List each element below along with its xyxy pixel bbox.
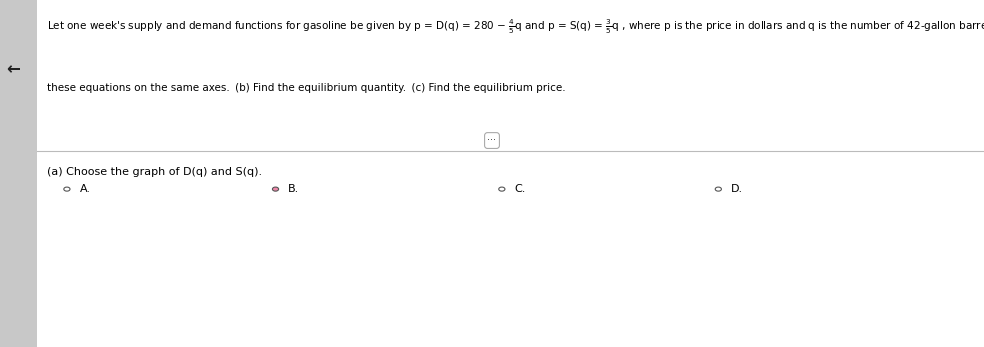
Text: ←: ← (6, 60, 20, 78)
Text: 400: 400 (274, 197, 287, 203)
Text: 400: 400 (716, 197, 730, 203)
Text: 800: 800 (858, 313, 872, 320)
Text: ···: ··· (487, 136, 497, 145)
Text: q: q (219, 304, 224, 313)
Text: ▲p: ▲p (727, 185, 738, 194)
Text: 0: 0 (731, 313, 736, 320)
Text: B.: B. (288, 184, 299, 194)
Text: 400: 400 (64, 197, 78, 203)
Text: D.: D. (731, 184, 743, 194)
Text: q: q (872, 304, 877, 313)
Text: 400: 400 (500, 197, 514, 203)
Text: q: q (429, 304, 434, 313)
Text: 0: 0 (511, 313, 514, 318)
Text: 800: 800 (206, 313, 219, 320)
Text: A.: A. (80, 184, 91, 194)
Text: ▲p: ▲p (511, 185, 522, 194)
Text: Let one week's supply and demand functions for gasoline be given by p = D(q) = 2: Let one week's supply and demand functio… (47, 17, 984, 36)
Text: C.: C. (515, 184, 526, 194)
Text: ▲p: ▲p (75, 185, 86, 194)
Text: q: q (655, 304, 660, 313)
Text: 0: 0 (288, 313, 293, 320)
Text: 800: 800 (415, 313, 429, 320)
Text: 0: 0 (79, 313, 84, 320)
Text: 0: 0 (284, 313, 287, 318)
Text: 0: 0 (515, 313, 520, 320)
Text: ▲p: ▲p (284, 185, 295, 194)
Text: these equations on the same axes.  (b) Find the equilibrium quantity.  (c) Find : these equations on the same axes. (b) Fi… (47, 83, 566, 93)
Text: 0: 0 (727, 313, 730, 318)
Text: 800: 800 (642, 313, 655, 320)
Text: (a) Choose the graph of D(q) and S(q).: (a) Choose the graph of D(q) and S(q). (47, 167, 263, 177)
Text: 0: 0 (75, 313, 78, 318)
